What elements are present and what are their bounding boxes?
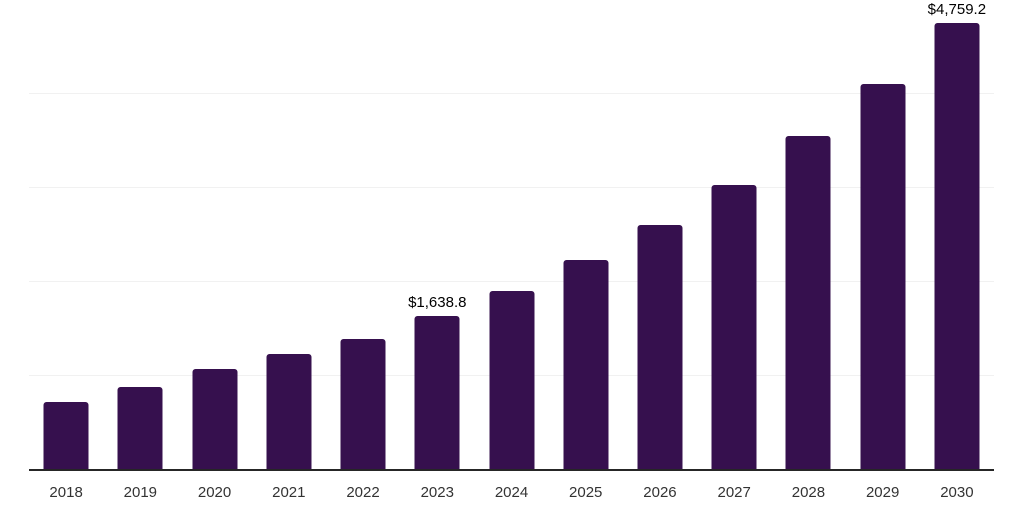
bar-2028 [785, 136, 831, 470]
bar-2025 [563, 259, 609, 470]
x-axis-label-2019: 2019 [123, 484, 158, 501]
x-axis-label-2020: 2020 [197, 484, 232, 501]
x-axis-labels: 2018 2019 2020 2021 2022 2023 2024 2025 2026 2027… [29, 470, 994, 512]
x-axis-label-2030: 2030 [940, 484, 974, 501]
data-label-2023: $1,638.8 [408, 293, 467, 311]
bar-2019 [117, 386, 163, 470]
data-label-2030: $4,759.2 [927, 0, 987, 18]
x-axis-label-2028: 2028 [791, 484, 826, 501]
gridline-3000 [29, 187, 994, 188]
x-axis-label-2026: 2026 [643, 484, 677, 501]
bar-2029 [860, 84, 906, 470]
x-axis-label-2029: 2029 [865, 484, 900, 501]
gridline-4000 [29, 93, 994, 94]
bar-2018 [43, 401, 89, 470]
x-axis-label-2027: 2027 [717, 484, 751, 501]
bar-2020 [192, 368, 238, 470]
bar-2027 [711, 185, 757, 470]
x-axis-label-2023: 2023 [420, 484, 454, 501]
x-axis-label-2021: 2021 [272, 484, 306, 501]
bar-2021 [266, 353, 312, 470]
x-axis-label-2022: 2022 [346, 484, 380, 501]
x-axis-label-2025: 2025 [569, 484, 603, 501]
x-axis-label-2018: 2018 [49, 484, 83, 501]
bar-2026 [637, 225, 683, 470]
bar-2023 [414, 315, 460, 470]
bar-2030 [934, 22, 980, 470]
bar-2022 [340, 338, 386, 470]
x-axis-line [29, 469, 994, 471]
x-axis-label-2024: 2024 [494, 484, 529, 501]
bar-2024 [489, 290, 534, 470]
plot-area: $1,638.8 $4,759.2 [29, 0, 994, 471]
gridline-2000 [29, 281, 994, 282]
